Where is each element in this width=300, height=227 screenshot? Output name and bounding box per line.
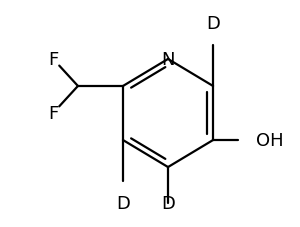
Text: F: F [48,105,58,122]
Text: D: D [206,15,220,33]
Text: D: D [116,194,130,212]
Text: F: F [48,51,58,69]
Text: D: D [161,194,175,212]
Text: OH: OH [256,131,284,149]
Text: N: N [161,51,175,69]
